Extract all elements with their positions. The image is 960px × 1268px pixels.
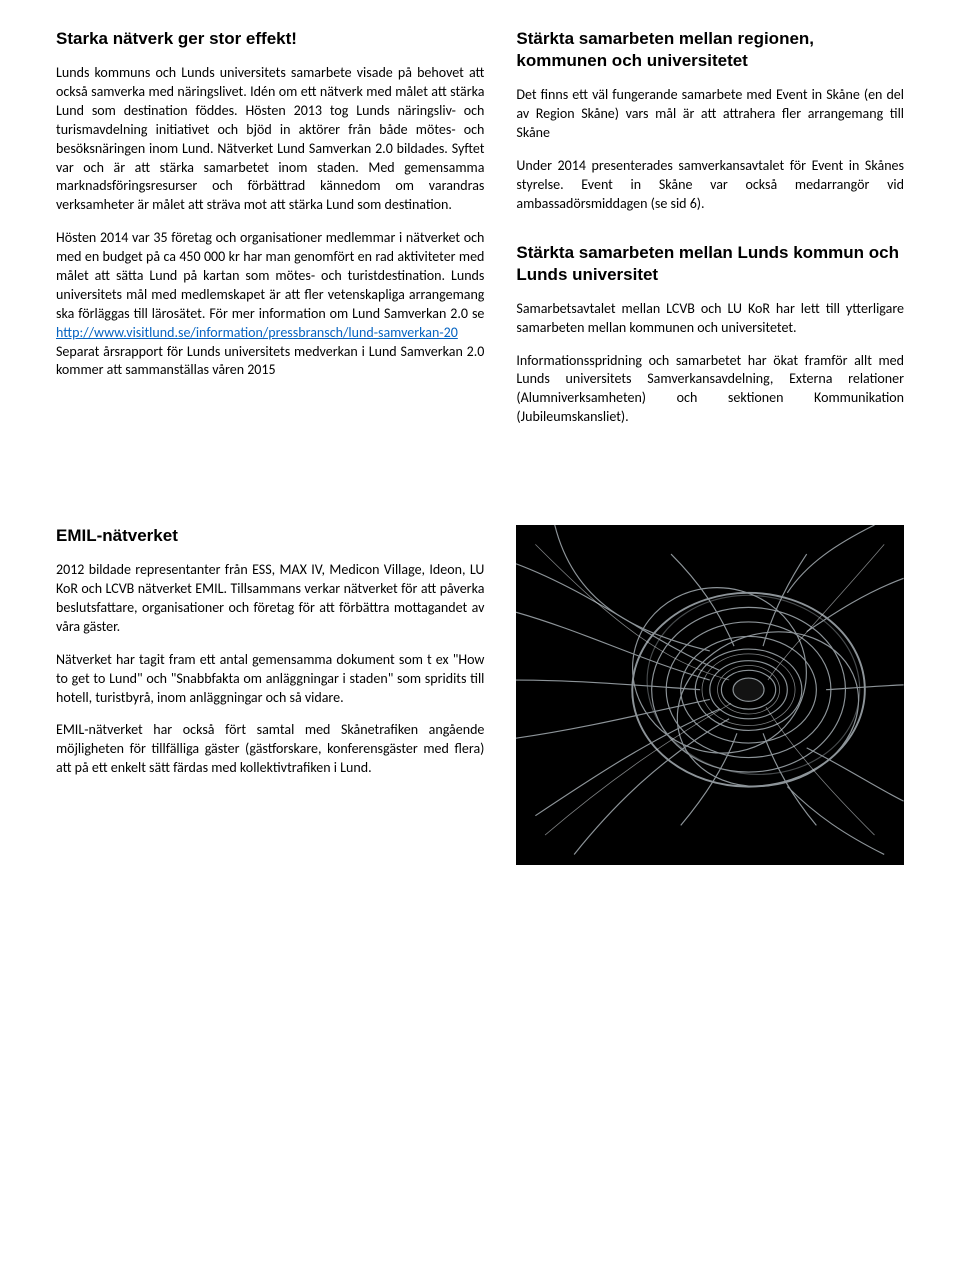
tangle-icon — [516, 525, 904, 854]
para-networks-2: Hösten 2014 var 35 företag och organisat… — [56, 229, 484, 380]
visit-lund-link[interactable]: http://www.visitlund.se/information/pres… — [56, 324, 458, 341]
para-kommun-1: Samarbetsavtalet mellan LCVB och LU KoR … — [516, 300, 904, 338]
heading-kommun: Stärkta samarbeten mellan Lunds kommun o… — [516, 242, 904, 286]
para-emil-2: Nätverket har tagit fram ett antal gemen… — [56, 651, 484, 708]
top-two-column: Starka nätverk ger stor effekt! Lunds ko… — [56, 28, 904, 455]
bottom-two-column: EMIL-nätverket 2012 bildade representant… — [56, 525, 904, 865]
bottom-left-column: EMIL-nätverket 2012 bildade representant… — [56, 525, 484, 865]
heading-region: Stärkta samarbeten mellan regionen, komm… — [516, 28, 904, 72]
heading-networks: Starka nätverk ger stor effekt! — [56, 28, 484, 50]
para-region-1: Det finns ett väl fungerande samarbete m… — [516, 86, 904, 143]
para-networks-2a: Hösten 2014 var 35 företag och organisat… — [56, 229, 484, 322]
top-right-column: Stärkta samarbeten mellan regionen, komm… — [516, 28, 904, 455]
section-kommun: Stärkta samarbeten mellan Lunds kommun o… — [516, 242, 904, 428]
tangled-string-image — [516, 525, 904, 865]
top-left-column: Starka nätverk ger stor effekt! Lunds ko… — [56, 28, 484, 455]
heading-emil: EMIL-nätverket — [56, 525, 484, 547]
para-region-2: Under 2014 presenterades samverkansavtal… — [516, 157, 904, 214]
para-networks-2b: Separat årsrapport för Lunds universitet… — [56, 343, 484, 379]
para-networks-1: Lunds kommuns och Lunds universitets sam… — [56, 64, 484, 215]
bottom-right-column — [516, 525, 904, 865]
para-emil-3: EMIL-nätverket har också fört samtal med… — [56, 721, 484, 778]
section-region: Stärkta samarbeten mellan regionen, komm… — [516, 28, 904, 214]
para-emil-1: 2012 bildade representanter från ESS, MA… — [56, 561, 484, 637]
para-kommun-2: Informationsspridning och samarbetet har… — [516, 352, 904, 428]
